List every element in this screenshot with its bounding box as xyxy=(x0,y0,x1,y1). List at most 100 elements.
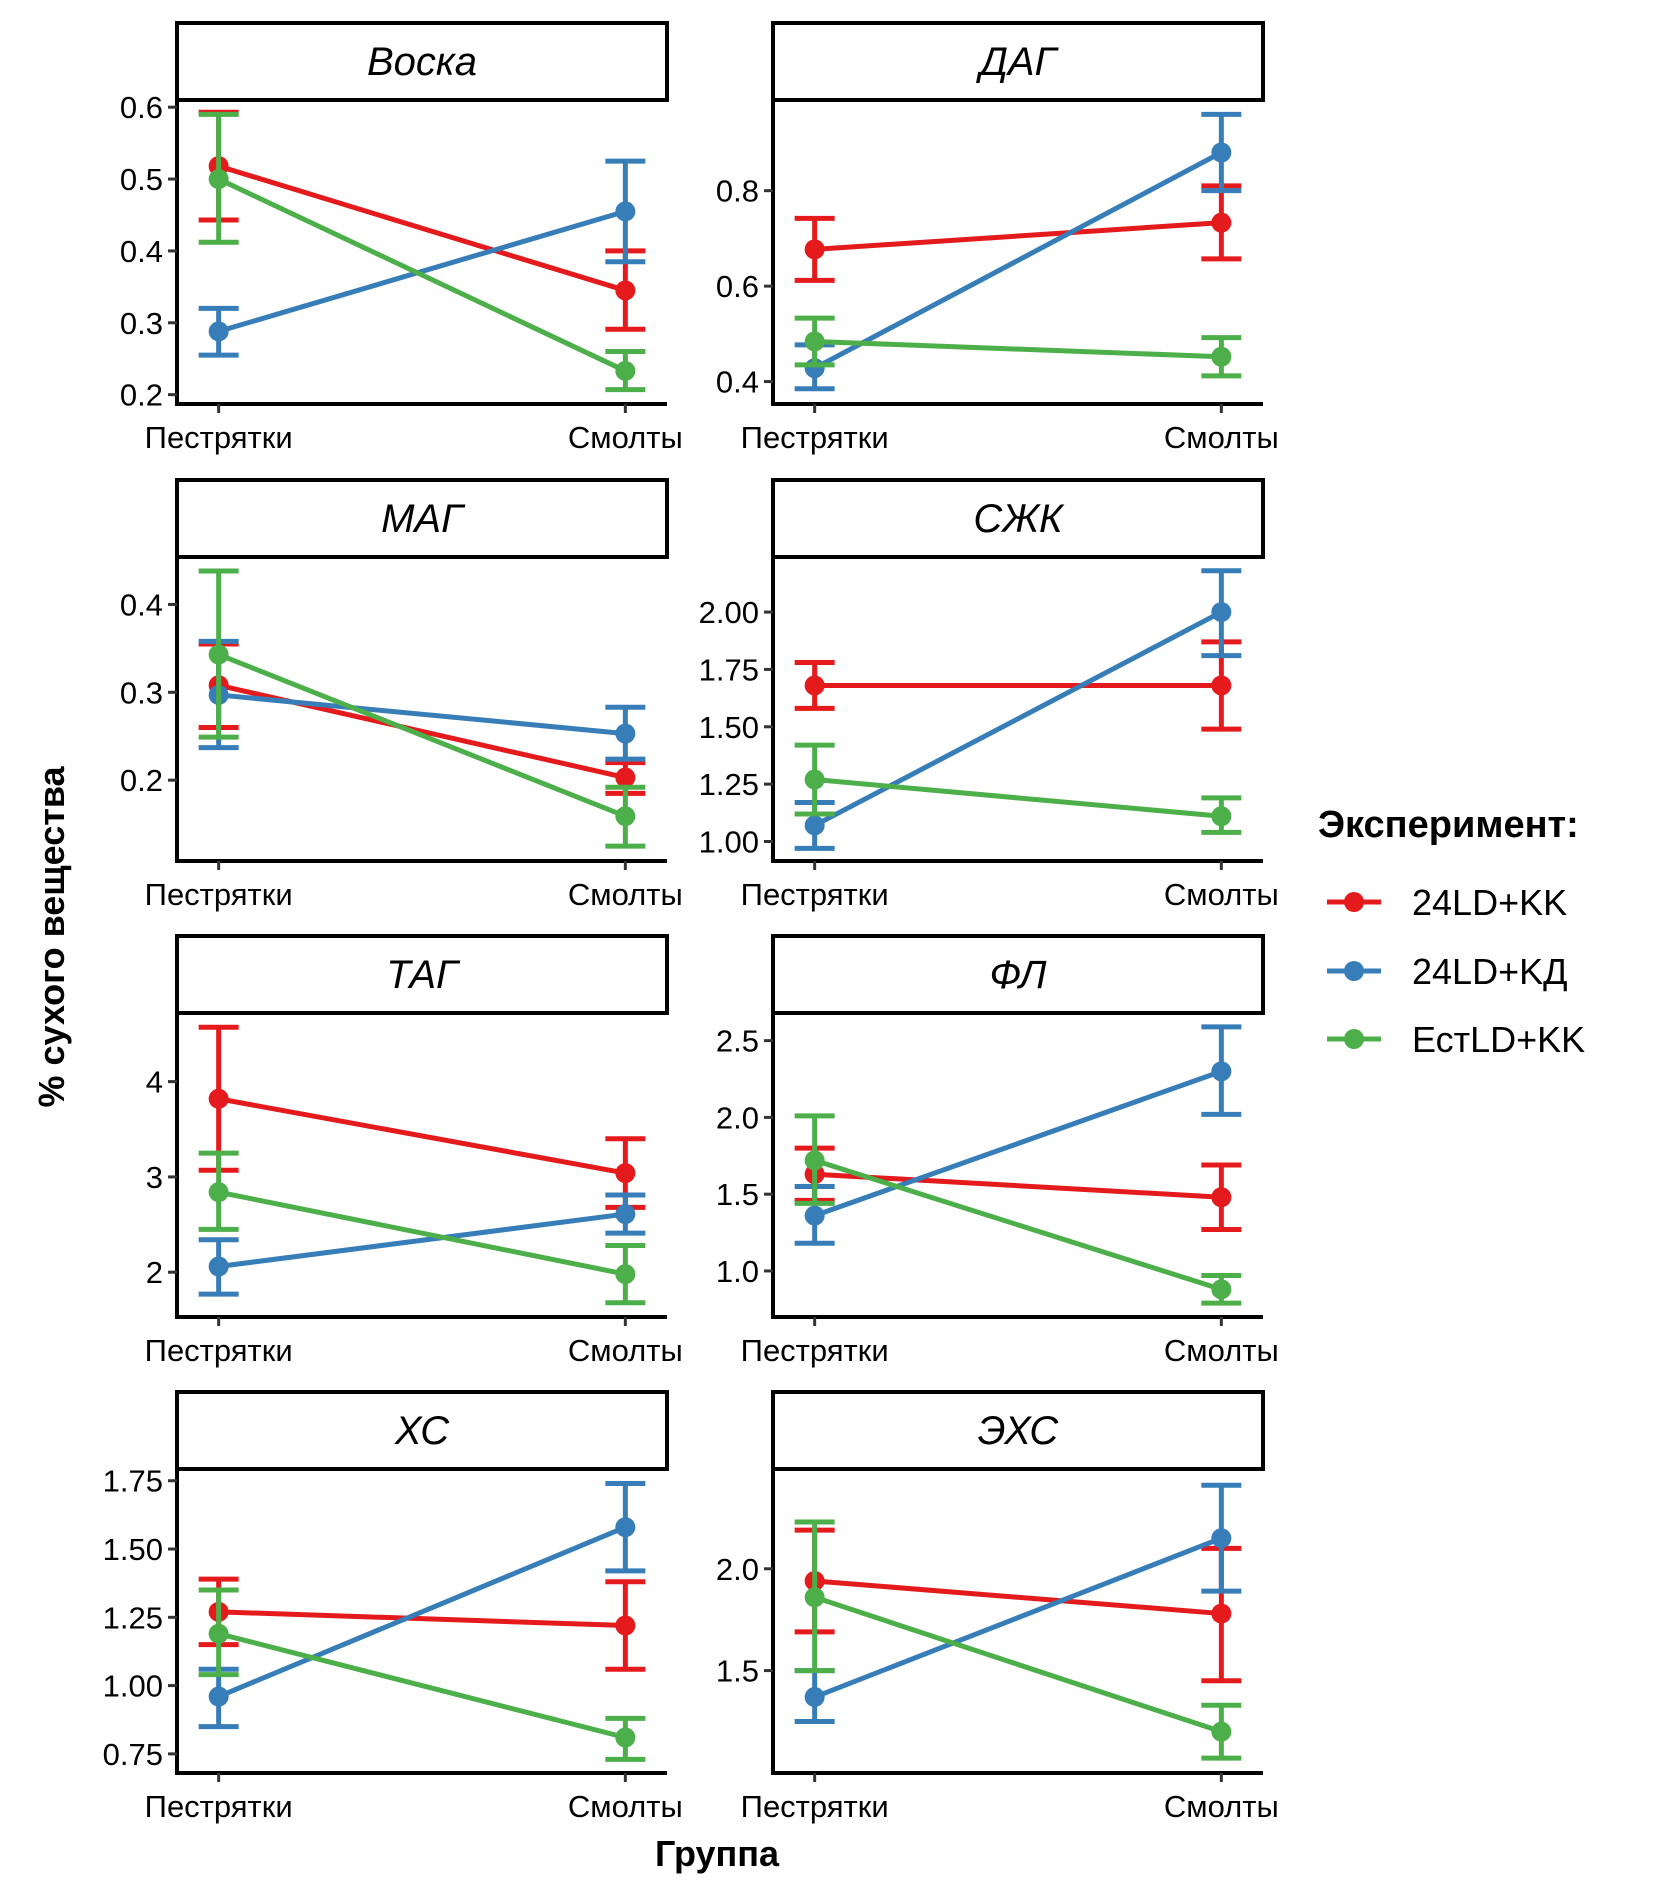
x-tick-label: Смолты xyxy=(568,420,683,455)
series-line xyxy=(217,1524,627,1699)
facet-strip xyxy=(175,21,669,102)
facet-strip xyxy=(771,934,1265,1015)
y-tick-label: 1.0 xyxy=(716,1254,759,1289)
data-point xyxy=(1211,675,1232,696)
x-tick-label: Смолты xyxy=(568,877,683,912)
series-0 xyxy=(198,641,646,796)
facet-title: СЖК xyxy=(973,497,1065,541)
data-point xyxy=(615,1264,636,1285)
data-point xyxy=(1211,212,1232,233)
y-tick-label: 4 xyxy=(146,1065,163,1100)
series-line xyxy=(218,1211,626,1269)
y-tick-label: 2.00 xyxy=(699,595,759,630)
series-2 xyxy=(794,315,1242,379)
series-line xyxy=(218,1631,626,1740)
x-tick-label: Пестрятки xyxy=(145,1333,293,1368)
y-tick-label: 0.4 xyxy=(120,587,163,622)
series-2 xyxy=(794,742,1242,835)
y-tick-label: 1.5 xyxy=(716,1177,759,1212)
y-tick-label: 1.50 xyxy=(699,710,759,745)
y-tick-label: 0.4 xyxy=(120,234,163,269)
y-axis-title: % сухого вещества xyxy=(31,766,72,1108)
facet-strip xyxy=(175,934,669,1015)
data-point xyxy=(615,806,636,827)
facet-strip xyxy=(175,1390,669,1471)
x-tick-label: Пестрятки xyxy=(145,1789,293,1824)
data-point xyxy=(804,1687,825,1708)
data-point xyxy=(615,767,636,788)
facet-title: ТАГ xyxy=(386,953,461,997)
series-line xyxy=(814,338,1222,360)
series-1 xyxy=(198,638,646,762)
facet-panel: ТАГ 2 3 4 Пестрятки Смолты xyxy=(145,934,683,1368)
legend-item: 24LD+KД xyxy=(1327,951,1567,992)
series-line xyxy=(218,1609,626,1629)
series-line xyxy=(814,777,1222,819)
data-point xyxy=(804,675,825,696)
data-point xyxy=(1211,142,1232,163)
x-axis-title: Группа xyxy=(655,1833,780,1874)
facet-title: ДАГ xyxy=(976,40,1060,84)
facet-panel: Воска 0.2 0.3 0.4 0.5 0.6 Пестрятки Смолты xyxy=(120,21,683,455)
series-line xyxy=(813,150,1223,371)
series-line xyxy=(218,1189,626,1277)
data-point xyxy=(1211,346,1232,367)
y-tick-label: 1.00 xyxy=(699,824,759,859)
x-tick-label: Пестрятки xyxy=(741,877,889,912)
data-point xyxy=(208,644,229,665)
data-point xyxy=(1211,806,1232,827)
series-line xyxy=(813,1068,1223,1219)
x-tick-label: Смолты xyxy=(1164,420,1279,455)
facet-panels: Воска 0.2 0.3 0.4 0.5 0.6 Пестрятки Смолты ДАГ 0.… xyxy=(103,21,1279,1824)
series-1 xyxy=(794,568,1242,851)
facet-strip xyxy=(175,478,669,559)
facet-panel: ФЛ 1.0 1.5 2.0 2.5 Пестрятки Смолты xyxy=(716,934,1279,1368)
data-point xyxy=(615,201,636,222)
x-tick-label: Смолты xyxy=(568,1333,683,1368)
y-tick-label: 0.6 xyxy=(120,90,163,125)
y-tick-label: 0.2 xyxy=(120,378,163,413)
data-point xyxy=(804,1150,825,1171)
facet-panel: ЭХС 1.5 2.0 Пестрятки Смолты xyxy=(716,1390,1279,1824)
x-tick-label: Смолты xyxy=(1164,1333,1279,1368)
data-point xyxy=(1211,1061,1232,1082)
data-point xyxy=(804,1587,825,1608)
y-tick-label: 1.25 xyxy=(699,767,759,802)
y-tick-label: 0.8 xyxy=(716,174,759,209)
facet-panel: ДАГ 0.4 0.6 0.8 Пестрятки Смолты xyxy=(716,21,1279,455)
series-2 xyxy=(794,1113,1242,1306)
x-tick-label: Пестрятки xyxy=(741,420,889,455)
x-tick-label: Смолты xyxy=(1164,877,1279,912)
facet-panel: МАГ 0.2 0.3 0.4 Пестрятки Смолты xyxy=(120,478,683,912)
y-tick-label: 1.75 xyxy=(699,652,759,687)
series-line xyxy=(813,1594,1223,1735)
data-point xyxy=(1211,1721,1232,1742)
facet-title: ЭХС xyxy=(978,1409,1060,1453)
series-line xyxy=(813,609,1223,828)
data-point xyxy=(615,723,636,744)
series-0 xyxy=(794,183,1242,283)
data-point xyxy=(1211,1603,1232,1624)
y-tick-label: 0.3 xyxy=(120,306,163,341)
series-1 xyxy=(794,1482,1242,1724)
series-line xyxy=(217,652,627,819)
data-point xyxy=(804,769,825,790)
series-0 xyxy=(198,109,646,332)
data-point xyxy=(615,1204,636,1225)
series-line xyxy=(814,220,1222,252)
data-point xyxy=(208,1623,229,1644)
facet-strip xyxy=(771,1390,1265,1471)
data-point xyxy=(1211,1279,1232,1300)
y-tick-label: 0.6 xyxy=(716,269,759,304)
facet-title: Воска xyxy=(367,40,477,84)
series-0 xyxy=(794,1145,1242,1232)
series-0 xyxy=(198,1024,646,1210)
legend-key-point xyxy=(1344,1029,1364,1049)
series-2 xyxy=(198,568,646,849)
y-tick-label: 2.0 xyxy=(716,1552,759,1587)
series-1 xyxy=(794,1024,1242,1246)
data-point xyxy=(615,280,636,301)
legend-item: 24LD+KK xyxy=(1327,882,1567,923)
legend-label: ЕстLD+KK xyxy=(1412,1019,1585,1060)
